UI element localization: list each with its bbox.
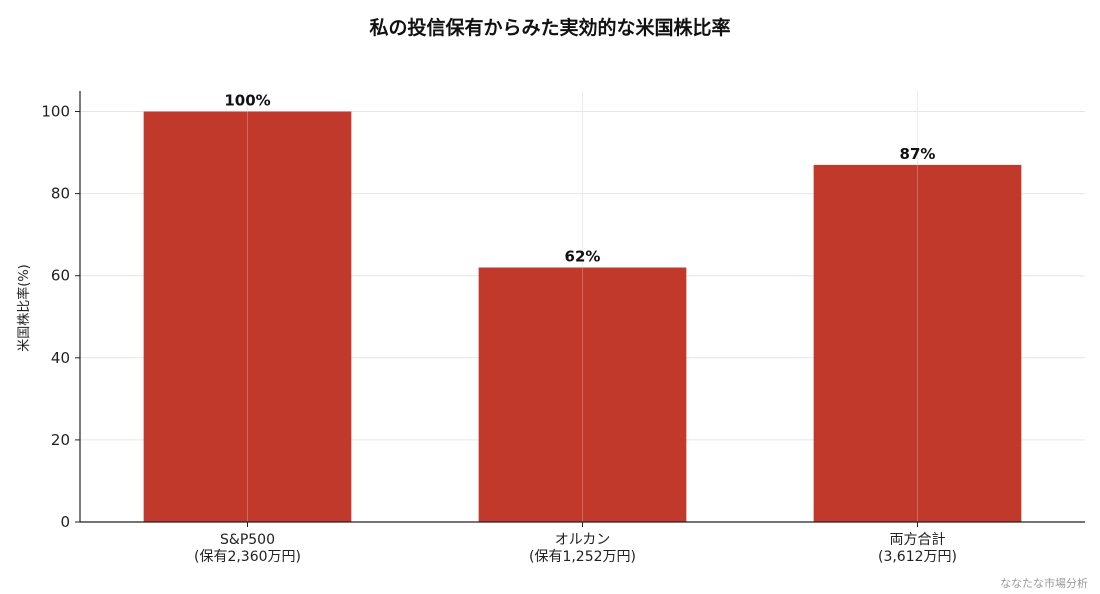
y-tick-labels: 0 20 40 60 80 100 xyxy=(41,103,80,531)
bar xyxy=(143,111,352,523)
y-tick-label: 80 xyxy=(51,185,70,203)
y-tick-label: 60 xyxy=(51,267,70,285)
x-tick-labels: S&P500(保有2,360万円) オルカン(保有1,252万円) 両方合計(3,6… xyxy=(194,522,957,565)
x-tick-label: オルカン xyxy=(555,532,611,548)
y-tick-label: 100 xyxy=(41,103,70,121)
x-tick-sublabel: (保有2,360万円) xyxy=(194,549,301,565)
y-axis-label: 米国株比率(%) xyxy=(16,264,32,352)
value-label: 87% xyxy=(900,145,936,163)
value-label: 100% xyxy=(224,92,270,110)
y-tick-label: 0 xyxy=(60,513,70,531)
x-tick-sublabel: (保有1,252万円) xyxy=(529,549,636,565)
x-tick-label: S&P500 xyxy=(220,532,275,548)
bars xyxy=(143,111,1022,523)
x-tick-label: 両方合計 xyxy=(890,532,946,548)
x-tick-sublabel: (3,612万円) xyxy=(878,549,957,565)
vertical-grid-lines xyxy=(247,91,918,522)
chart-title: 私の投信保有からみた実効的な米国株比率 xyxy=(369,16,730,39)
value-label: 62% xyxy=(565,248,601,266)
credit-text: ななたな市場分析 xyxy=(1000,576,1088,590)
y-tick-label: 20 xyxy=(51,431,70,449)
y-tick-label: 40 xyxy=(51,349,70,367)
bar xyxy=(813,164,1022,522)
value-labels: 100% 62% 87% xyxy=(224,92,935,266)
bar xyxy=(478,267,687,522)
